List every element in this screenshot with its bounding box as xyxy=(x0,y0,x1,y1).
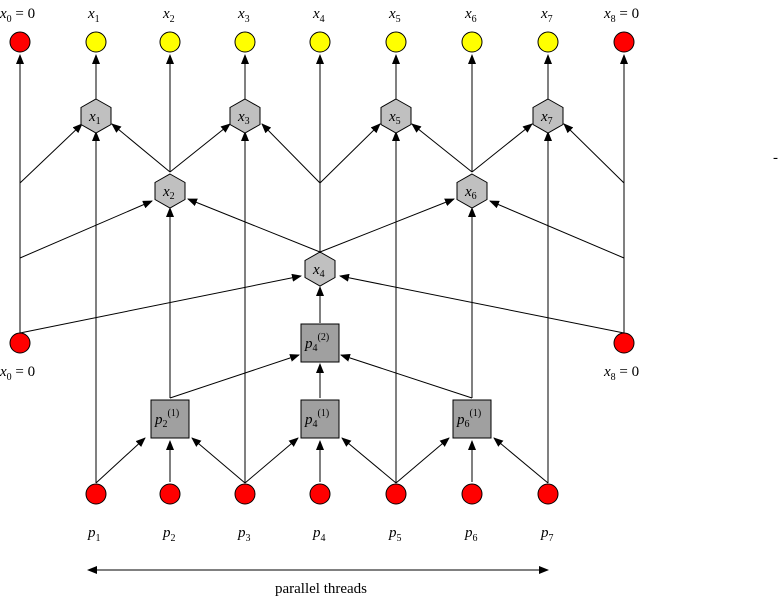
top-nodes xyxy=(9,31,635,53)
stray-dash: - xyxy=(773,150,778,166)
boundary-nodes: x0 = 0 x8 = 0 xyxy=(0,332,639,383)
top-node-x1 xyxy=(85,31,107,53)
hex-node-x4: x4 xyxy=(304,251,336,287)
hex-node-x6: x6 xyxy=(456,173,488,209)
edge xyxy=(563,123,625,184)
top-node-x7 xyxy=(537,31,559,53)
top-label: x8 = 0 xyxy=(603,6,639,25)
hex-node-x2: x2 xyxy=(154,173,186,209)
top-node-x2 xyxy=(159,31,181,53)
top-label: x7 xyxy=(540,6,553,25)
edge xyxy=(191,437,246,484)
bottom-node-p2 xyxy=(159,483,181,505)
edge xyxy=(489,200,625,259)
bottom-label: p4 xyxy=(312,525,326,544)
top-node-x3 xyxy=(234,31,256,53)
edge xyxy=(95,437,146,484)
edge xyxy=(187,198,321,253)
svg-text:x6: x6 xyxy=(464,184,477,202)
bottom-node-p4 xyxy=(309,483,331,505)
edge xyxy=(411,123,473,173)
boundary-label-x8: x8 = 0 xyxy=(603,364,639,383)
edge xyxy=(341,437,397,484)
edge xyxy=(395,437,450,484)
box-node-p4-1: p4(1) xyxy=(300,399,340,439)
boundary-label-x0: x0 = 0 xyxy=(0,364,35,383)
top-label: x0 = 0 xyxy=(0,6,35,25)
hex-node-x7: x7 xyxy=(532,98,564,134)
bottom-label: p5 xyxy=(388,525,402,544)
edge xyxy=(169,123,231,173)
bottom-node-p1 xyxy=(85,483,107,505)
svg-text:x3: x3 xyxy=(237,109,250,127)
svg-text:p2(1): p2(1) xyxy=(154,408,179,430)
boundary-node-x8 xyxy=(613,332,635,354)
parallel-threads-caption: parallel threads xyxy=(275,581,367,597)
svg-text:p4(2): p4(2) xyxy=(304,332,329,354)
top-label: x2 xyxy=(162,6,175,25)
edge xyxy=(244,437,299,484)
top-node-x0 xyxy=(9,31,31,53)
edge xyxy=(19,123,83,184)
edge xyxy=(471,123,533,173)
top-node-x6 xyxy=(461,31,483,53)
svg-text:x7: x7 xyxy=(540,109,553,127)
hex-node-x1: x1 xyxy=(80,98,112,134)
edge xyxy=(319,198,455,253)
bottom-labels: p1 p2 p3 p4 p5 p6 p7 xyxy=(87,525,554,544)
top-label: x4 xyxy=(312,6,325,25)
svg-text:x1: x1 xyxy=(88,109,101,127)
edge xyxy=(319,123,381,184)
bottom-nodes xyxy=(85,483,559,505)
svg-text:x5: x5 xyxy=(388,109,401,127)
svg-text:x4: x4 xyxy=(312,262,325,280)
edge xyxy=(111,123,171,173)
edge xyxy=(493,437,549,484)
hex-node-x5: x5 xyxy=(380,98,412,134)
bottom-label: p3 xyxy=(237,525,251,544)
top-node-x8 xyxy=(613,31,635,53)
bottom-label: p6 xyxy=(464,525,478,544)
bottom-label: p2 xyxy=(162,525,176,544)
bottom-node-p3 xyxy=(234,483,256,505)
bottom-label: p7 xyxy=(540,525,554,544)
top-labels: x0 = 0 x1 x2 x3 x4 x5 x6 x7 x8 = 0 xyxy=(0,6,639,25)
top-label: x6 xyxy=(464,6,477,25)
boundary-node-x0 xyxy=(9,332,31,354)
edge xyxy=(19,200,153,259)
bottom-label: p1 xyxy=(87,525,101,544)
top-label: x3 xyxy=(237,6,250,25)
box-node-p4-2: p4(2) xyxy=(300,323,340,363)
top-node-x5 xyxy=(385,31,407,53)
edge xyxy=(169,354,300,399)
edge xyxy=(340,354,473,399)
top-node-x4 xyxy=(309,31,331,53)
bottom-node-p6 xyxy=(461,483,483,505)
svg-text:p4(1): p4(1) xyxy=(304,408,329,430)
box-node-p2-1: p2(1) xyxy=(150,399,190,439)
edge xyxy=(261,123,321,184)
top-label: x1 xyxy=(87,6,100,25)
svg-text:p6(1): p6(1) xyxy=(456,408,481,430)
top-label: x5 xyxy=(388,6,401,25)
bottom-node-p5 xyxy=(385,483,407,505)
edge xyxy=(19,273,302,334)
hex-nodes: x1 x3 x5 x7 x2 x6 x4 xyxy=(80,98,564,287)
svg-text:x2: x2 xyxy=(162,184,175,202)
bottom-node-p7 xyxy=(537,483,559,505)
edge xyxy=(339,273,625,334)
edges xyxy=(16,54,628,484)
box-node-p6-1: p6(1) xyxy=(452,399,492,439)
hex-node-x3: x3 xyxy=(229,98,261,134)
box-nodes: p2(1) p4(1) p6(1) p4(2) xyxy=(150,323,492,439)
